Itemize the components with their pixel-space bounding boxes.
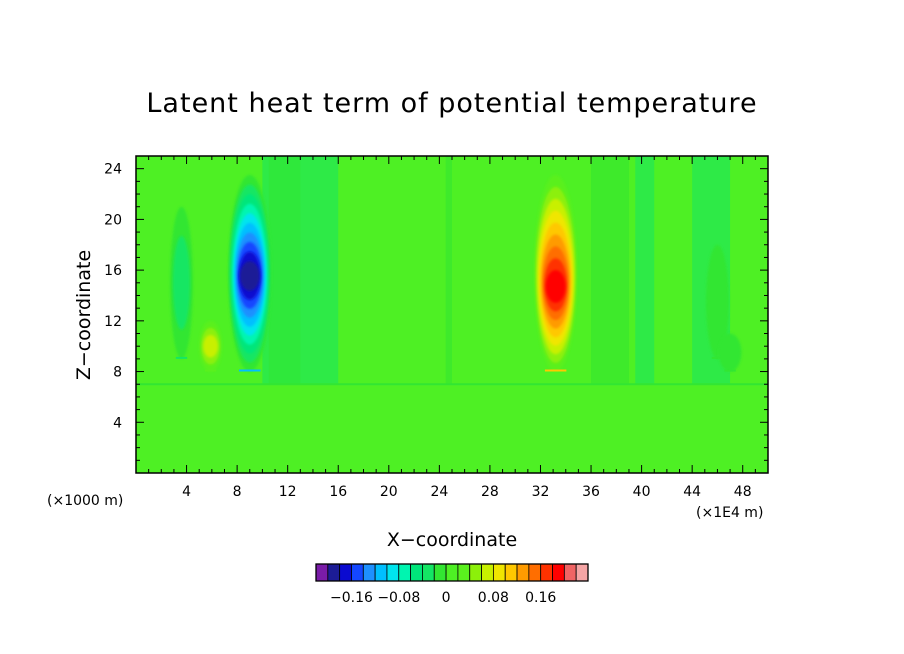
colorbar-tick-label: 0.16 [525,590,556,606]
x-tick-label: 4 [182,484,191,500]
background-band [635,156,655,385]
x-tick-label: 40 [633,484,651,500]
background-band [268,156,301,385]
x-tick-label: 20 [380,484,398,500]
colorbar-frame [315,563,589,582]
x-tick-label: 44 [683,484,701,500]
x-tick-label: 28 [481,484,499,500]
y-tick-label: 12 [104,314,122,330]
x-axis-units: (×1E4 m) [696,505,763,521]
x-tick-label: 24 [430,484,448,500]
colorbar-cell [457,563,471,582]
x-tick-label: 48 [734,484,752,500]
colorbar-cell [339,563,352,582]
x-tick-label: 8 [233,484,242,500]
colorbar-tick-label: −0.16 [330,590,373,606]
contour-field [136,156,768,473]
colorbar-cell [315,563,329,582]
colorbar-cell [433,563,447,582]
contour-level [172,235,191,330]
colorbar-cell [422,563,435,582]
y-tick-label: 16 [104,263,122,279]
colorbar-cell [481,563,494,582]
background-band [591,156,629,385]
colorbar-cell [445,563,459,582]
colorbar-tick-label: 0 [442,590,451,606]
x-axis-label: X−coordinate [387,529,517,551]
contour-level [545,270,566,303]
contour-level [203,334,218,358]
colorbar-cell [362,563,376,582]
colorbar-tick-label: 0.08 [478,590,509,606]
x-tick-label: 36 [582,484,600,500]
colorbar-cell [516,563,530,582]
y-tick-label: 20 [104,212,122,228]
colorbar-cell [398,563,412,582]
y-tick-label: 8 [113,365,122,381]
colorbar-cell [528,563,542,582]
contour-level [718,333,742,372]
colorbar-cell [552,563,565,582]
colorbar-cell [469,563,482,582]
colorbar: −0.16 −0.08 0 0.08 0.16 [315,563,589,606]
x-tick-label: 32 [532,484,550,500]
contour-level [706,244,729,359]
colorbar-cell [540,563,553,582]
y-axis-label: Z−coordinate [73,250,95,380]
contour-level [240,261,260,291]
colorbar-cell [504,563,518,582]
y-tick-label: 4 [113,415,122,431]
colorbar-cell [563,563,577,582]
x-tick-label: 16 [329,484,347,500]
colorbar-cell [410,563,423,582]
lower-layer [136,384,768,473]
chart-title: Latent heat term of potential temperatur… [146,88,757,119]
x-tick-label: 12 [279,484,297,500]
colorbar-cell [492,563,506,582]
y-tick-label: 24 [104,162,122,178]
y-axis-units: (×1000 m) [47,493,123,509]
colorbar-cell [327,563,341,582]
colorbar-cell [575,563,589,582]
background-band [445,156,452,385]
colorbar-cell [386,563,400,582]
colorbar-cell [351,563,364,582]
colorbar-tick-label: −0.08 [377,590,420,606]
colorbar-cell [374,563,388,582]
